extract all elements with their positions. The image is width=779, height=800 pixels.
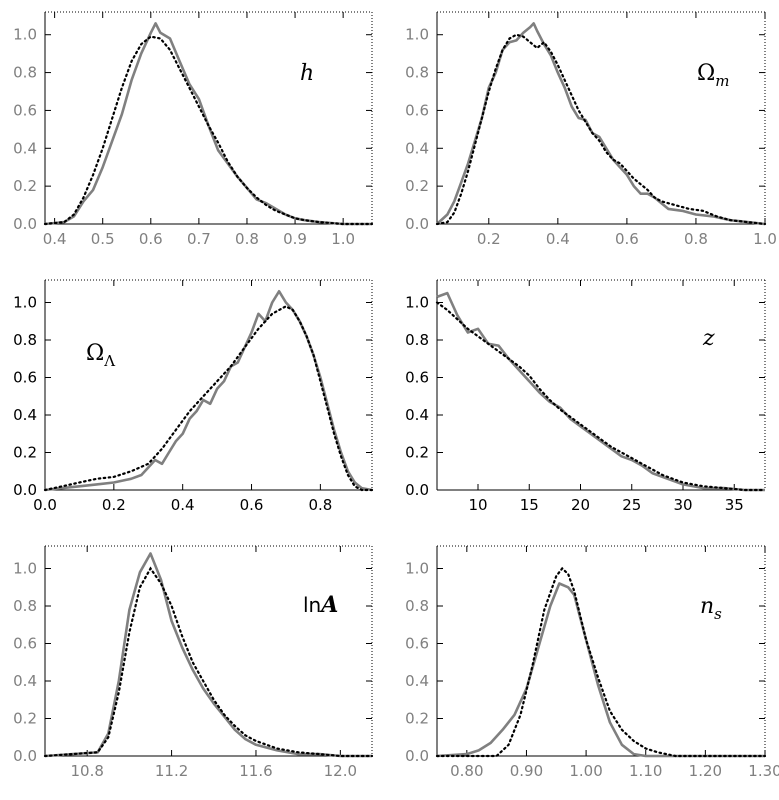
param-label: lnA bbox=[303, 592, 338, 618]
y-tick-label: 0.0 bbox=[13, 747, 37, 765]
series-dotted-line bbox=[43, 305, 374, 492]
y-tick-label: 0.6 bbox=[13, 635, 37, 653]
y-tick-label: 0.6 bbox=[13, 101, 37, 119]
y-tick-label: 1.0 bbox=[13, 294, 37, 312]
x-tick-label: 10 bbox=[468, 496, 487, 514]
y-tick-label: 0.8 bbox=[405, 64, 429, 82]
y-tick-label: 1.0 bbox=[13, 26, 37, 44]
param-label: ΩΛ bbox=[86, 341, 115, 370]
y-tick-label: 0.4 bbox=[13, 406, 37, 424]
x-tick-label: 0.2 bbox=[102, 496, 126, 514]
panel-3: 10 15 20 25 30 35 0.0 0.2 0.4 0.6 0.8 1.0 z bbox=[405, 279, 767, 514]
param-label: ns bbox=[700, 594, 722, 623]
panel-0: 0.4 0.5 0.6 0.7 0.8 0.9 1.0 0.0 0.2 0.4 0.6 0.8 1.0 h bbox=[13, 11, 374, 248]
panel-1: 0.2 0.4 0.6 0.8 1.0 0.0 0.2 0.4 0.6 0.8 1.0 Ωm bbox=[405, 11, 777, 248]
x-tick-label: 1.30 bbox=[748, 762, 779, 780]
x-tick-label: 0.0 bbox=[33, 496, 57, 514]
x-tick-label: 0.6 bbox=[139, 230, 163, 248]
y-tick-label: 0.4 bbox=[13, 672, 37, 690]
y-tick-label: 0.6 bbox=[405, 101, 429, 119]
param-label: h bbox=[300, 61, 314, 86]
y-tick-label: 0.8 bbox=[13, 597, 37, 615]
panel-2: 0.0 0.2 0.4 0.6 0.8 0.0 0.2 0.4 0.6 0.8 1.0 ΩΛ bbox=[13, 279, 374, 514]
series-dotted-line bbox=[435, 33, 767, 226]
x-tick-label: 1.00 bbox=[569, 762, 602, 780]
y-tick-label: 0.4 bbox=[405, 139, 429, 157]
y-tick-label: 0.2 bbox=[13, 444, 37, 462]
x-tick-label: 0.2 bbox=[477, 230, 501, 248]
x-tick-label: 0.6 bbox=[240, 496, 264, 514]
y-tick-label: 0.6 bbox=[405, 369, 429, 387]
series-solid-line bbox=[44, 552, 372, 758]
x-tick-label: 20 bbox=[571, 496, 590, 514]
y-tick-label: 0.8 bbox=[405, 597, 429, 615]
series-dotted-line bbox=[435, 566, 767, 758]
x-tick-label: 1.0 bbox=[753, 230, 777, 248]
panel-5: 0.80 0.90 1.00 1.10 1.20 1.30 0.0 0.2 0.4 0.6 0.8 1… bbox=[405, 545, 779, 780]
y-tick-label: 1.0 bbox=[405, 294, 429, 312]
param-label: z bbox=[702, 326, 715, 351]
x-tick-label: 0.5 bbox=[91, 230, 115, 248]
y-tick-label: 0.0 bbox=[405, 215, 429, 233]
series-solid-line bbox=[44, 289, 373, 492]
x-tick-label: 0.8 bbox=[308, 496, 332, 514]
x-tick-label: 0.7 bbox=[187, 230, 211, 248]
x-tick-label: 0.4 bbox=[171, 496, 195, 514]
series-solid-line bbox=[436, 22, 766, 226]
y-tick-label: 0.6 bbox=[405, 635, 429, 653]
y-tick-label: 0.2 bbox=[405, 444, 429, 462]
series-solid-line bbox=[436, 291, 765, 492]
x-tick-label: 1.10 bbox=[629, 762, 662, 780]
y-tick-label: 0.6 bbox=[13, 369, 37, 387]
x-tick-label: 0.9 bbox=[283, 230, 307, 248]
x-tick-label: 35 bbox=[725, 496, 744, 514]
x-tick-label: 25 bbox=[622, 496, 641, 514]
y-tick-label: 0.8 bbox=[13, 64, 37, 82]
x-tick-label: 0.4 bbox=[43, 230, 67, 248]
x-tick-label: 10.8 bbox=[70, 762, 103, 780]
y-tick-label: 0.8 bbox=[405, 331, 429, 349]
y-tick-label: 1.0 bbox=[13, 560, 37, 578]
x-tick-label: 11.2 bbox=[155, 762, 188, 780]
x-tick-label: 0.80 bbox=[450, 762, 483, 780]
x-tick-label: 0.6 bbox=[615, 230, 639, 248]
y-tick-label: 0.0 bbox=[13, 481, 37, 499]
x-tick-label: 0.4 bbox=[546, 230, 570, 248]
series-dotted-line bbox=[435, 301, 767, 492]
y-tick-label: 0.2 bbox=[13, 177, 37, 195]
y-tick-label: 0.4 bbox=[13, 139, 37, 157]
y-tick-label: 0.8 bbox=[13, 331, 37, 349]
y-tick-label: 0.2 bbox=[405, 710, 429, 728]
x-tick-label: 1.20 bbox=[689, 762, 722, 780]
x-tick-label: 0.8 bbox=[684, 230, 708, 248]
x-tick-label: 12.0 bbox=[324, 762, 357, 780]
y-tick-label: 0.4 bbox=[405, 406, 429, 424]
y-tick-label: 0.0 bbox=[13, 215, 37, 233]
param-label: Ωm bbox=[697, 61, 729, 90]
y-tick-label: 0.0 bbox=[405, 747, 429, 765]
x-tick-label: 15 bbox=[520, 496, 539, 514]
series-solid-line bbox=[44, 22, 372, 226]
y-tick-label: 0.2 bbox=[405, 177, 429, 195]
y-tick-label: 0.4 bbox=[405, 672, 429, 690]
y-tick-label: 0.0 bbox=[405, 481, 429, 499]
x-tick-label: 30 bbox=[673, 496, 692, 514]
y-tick-label: 1.0 bbox=[405, 26, 429, 44]
series-solid-line bbox=[436, 582, 765, 758]
x-tick-label: 11.6 bbox=[239, 762, 272, 780]
panel-4: 10.8 11.2 11.6 12.0 0.0 0.2 0.4 0.6 0.8 1.0 lnA bbox=[13, 545, 374, 780]
x-tick-label: 0.90 bbox=[510, 762, 543, 780]
series-dotted-line bbox=[43, 566, 374, 758]
y-tick-label: 1.0 bbox=[405, 560, 429, 578]
x-tick-label: 0.8 bbox=[235, 230, 259, 248]
y-tick-label: 0.2 bbox=[13, 710, 37, 728]
x-tick-label: 1.0 bbox=[331, 230, 355, 248]
series-dotted-line bbox=[43, 35, 374, 226]
